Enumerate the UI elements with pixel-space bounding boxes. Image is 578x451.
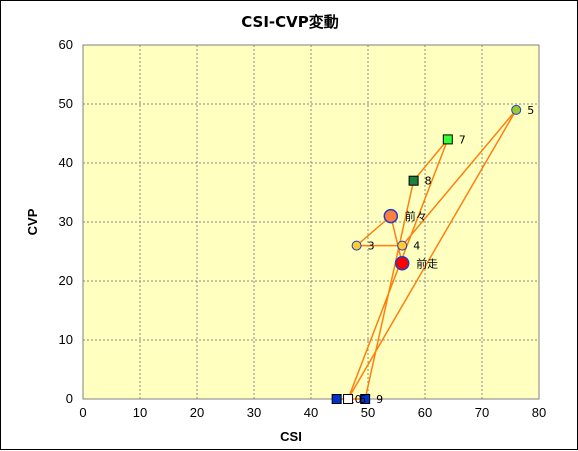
y-tick-label: 60	[59, 37, 73, 52]
x-tick-label: 70	[475, 405, 489, 420]
series-line	[336, 109, 517, 400]
point-label-3: 3	[368, 240, 375, 253]
point-label-前々: 前々	[405, 209, 427, 223]
point-label-4: 4	[413, 240, 420, 253]
point-marker-9	[360, 394, 371, 404]
point-marker-5	[511, 104, 522, 115]
x-tick-label: 20	[190, 405, 204, 420]
point-label-5: 5	[527, 104, 534, 117]
x-tick-label: 50	[361, 405, 375, 420]
x-tick-label: 80	[532, 405, 546, 420]
y-tick-label: 50	[59, 96, 73, 111]
point-marker-4	[397, 240, 408, 251]
x-tick-label: 30	[247, 405, 261, 420]
y-tick-label: 10	[59, 332, 73, 347]
tick-labels: 0 10 20 30 40 50 60 70 80 0 10 20 30 40 50 60	[59, 37, 547, 420]
x-tick-label: 40	[304, 405, 318, 420]
y-tick-label: 20	[59, 273, 73, 288]
x-tick-label: 0	[79, 405, 86, 420]
chart-title: CSI-CVP変動	[241, 13, 339, 31]
point-marker-10	[331, 394, 342, 404]
grid-lines	[83, 45, 539, 399]
point-label-8: 8	[425, 175, 432, 188]
point-label-6: 6	[359, 393, 366, 406]
point-label-9: 9	[376, 393, 383, 406]
point-marker-前々	[383, 208, 399, 224]
point-marker-前走	[394, 256, 410, 271]
point-marker-8	[408, 175, 419, 186]
y-tick-label: 40	[59, 155, 73, 170]
x-tick-label: 10	[133, 405, 147, 420]
series-path	[336, 109, 517, 400]
y-tick-label: 0	[66, 391, 73, 406]
plot-border	[82, 44, 540, 400]
point-label-7: 7	[459, 133, 466, 146]
point-marker-3	[351, 240, 362, 251]
x-tick-label: 60	[418, 405, 432, 420]
y-axis-label: CVP	[25, 208, 40, 235]
point-marker-7	[442, 134, 453, 145]
point-label-前走: 前走	[416, 256, 438, 270]
x-axis-label: CSI	[280, 429, 302, 444]
y-tick-label: 30	[59, 214, 73, 229]
point-marker-6	[343, 394, 354, 404]
